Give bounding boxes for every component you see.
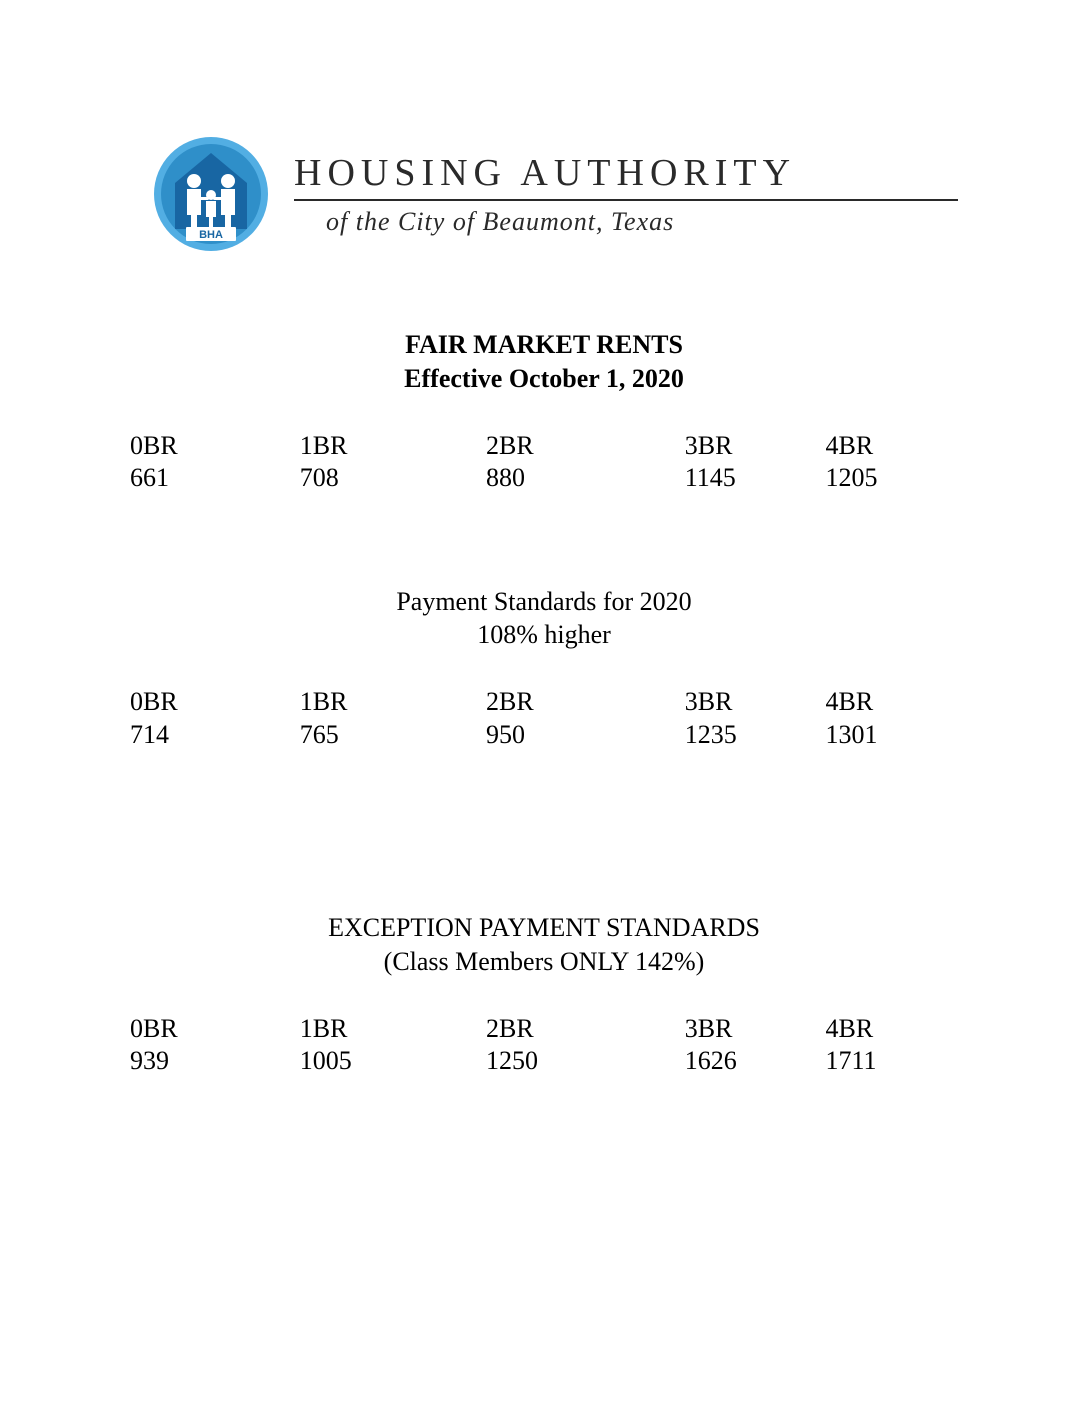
cell-value: 1205 (826, 462, 958, 495)
col-header: 1BR (300, 1013, 486, 1046)
cell-value: 1711 (826, 1045, 958, 1078)
col-header: 3BR (685, 430, 826, 463)
cell-value: 1145 (685, 462, 826, 495)
logo-header: BHA HOUSING AUTHORITY of the City of Bea… (152, 135, 958, 253)
col-header: 4BR (826, 686, 958, 719)
logo-text-block: HOUSING AUTHORITY of the City of Beaumon… (294, 151, 958, 237)
cell-value: 950 (486, 719, 685, 752)
col-header: 4BR (826, 430, 958, 463)
col-header: 0BR (130, 430, 300, 463)
col-header: 0BR (130, 1013, 300, 1046)
cell-value: 714 (130, 719, 300, 752)
org-subtitle: of the City of Beaumont, Texas (294, 207, 958, 237)
col-header: 3BR (685, 686, 826, 719)
col-header: 1BR (300, 430, 486, 463)
logo-divider (294, 199, 958, 201)
cell-value: 880 (486, 462, 685, 495)
section1-subtitle: Effective October 1, 2020 (130, 362, 958, 396)
table-header-row: 0BR 1BR 2BR 3BR 4BR (130, 430, 958, 463)
table-value-row: 661 708 880 1145 1205 (130, 462, 958, 495)
col-header: 2BR (486, 686, 685, 719)
cell-value: 1250 (486, 1045, 685, 1078)
cell-value: 1301 (826, 719, 958, 752)
section2-subtitle: 108% higher (130, 618, 958, 652)
section2-title: Payment Standards for 2020 (130, 585, 958, 619)
cell-value: 1626 (685, 1045, 826, 1078)
col-header: 2BR (486, 430, 685, 463)
section3-subtitle: (Class Members ONLY 142%) (130, 945, 958, 979)
cell-value: 1005 (300, 1045, 486, 1078)
col-header: 3BR (685, 1013, 826, 1046)
col-header: 0BR (130, 686, 300, 719)
bha-seal-icon: BHA (152, 135, 270, 253)
cell-value: 765 (300, 719, 486, 752)
col-header: 4BR (826, 1013, 958, 1046)
table-header-row: 0BR 1BR 2BR 3BR 4BR (130, 1013, 958, 1046)
seal-text: BHA (199, 229, 223, 241)
cell-value: 708 (300, 462, 486, 495)
section1-title: FAIR MARKET RENTS (130, 328, 958, 362)
col-header: 1BR (300, 686, 486, 719)
table-value-row: 939 1005 1250 1626 1711 (130, 1045, 958, 1078)
section2-table: 0BR 1BR 2BR 3BR 4BR 714 765 950 1235 130… (130, 686, 958, 751)
cell-value: 1235 (685, 719, 826, 752)
section3-table: 0BR 1BR 2BR 3BR 4BR 939 1005 1250 1626 1… (130, 1013, 958, 1078)
org-title: HOUSING AUTHORITY (294, 151, 958, 195)
table-value-row: 714 765 950 1235 1301 (130, 719, 958, 752)
table-header-row: 0BR 1BR 2BR 3BR 4BR (130, 686, 958, 719)
col-header: 2BR (486, 1013, 685, 1046)
section3-title: EXCEPTION PAYMENT STANDARDS (130, 911, 958, 945)
cell-value: 661 (130, 462, 300, 495)
section1-table: 0BR 1BR 2BR 3BR 4BR 661 708 880 1145 120… (130, 430, 958, 495)
cell-value: 939 (130, 1045, 300, 1078)
